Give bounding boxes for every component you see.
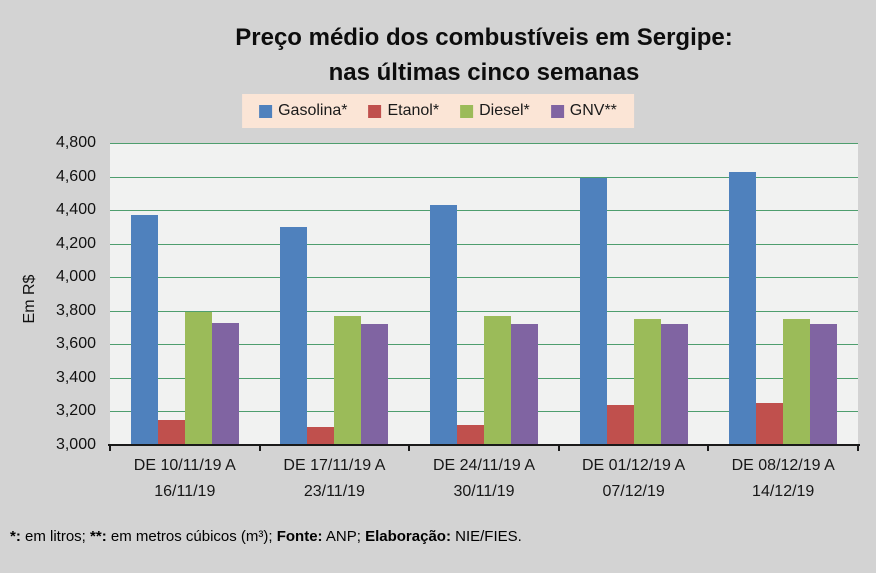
- x-axis-line: [108, 444, 860, 446]
- x-category-label: DE 17/11/19 A 23/11/19: [260, 453, 410, 505]
- x-category-label-line: DE 01/12/19 A: [582, 457, 686, 474]
- source-note-segment: ANP;: [322, 528, 366, 545]
- legend-swatch-icon: [368, 104, 382, 118]
- y-tick-label: 3,800: [55, 301, 96, 319]
- bar-diesel-week2: [334, 315, 362, 445]
- y-tick-label: 4,600: [55, 167, 96, 185]
- legend-label: Diesel*: [479, 102, 530, 119]
- legend-label: GNV**: [569, 102, 617, 119]
- gridline: [110, 210, 858, 212]
- x-category-label-line: 07/12/19: [602, 483, 665, 500]
- x-category-label-line: 23/11/19: [303, 483, 365, 500]
- legend-swatch-icon: [460, 104, 474, 118]
- legend-item-gnv: GNV**: [550, 102, 617, 120]
- y-tick-label: 3,400: [55, 368, 96, 386]
- gridline: [110, 176, 858, 178]
- source-note: *: em litros; **: em metros cúbicos (m³)…: [10, 528, 522, 545]
- chart-title: Preço médio dos combustíveis em Sergipe:…: [110, 20, 858, 90]
- x-category-label-line: DE 10/11/19 A: [133, 457, 236, 474]
- bar-diesel-week4: [633, 319, 661, 445]
- gridline: [110, 243, 858, 245]
- chart-title-line1: Preço médio dos combustíveis em Sergipe:: [235, 24, 733, 51]
- source-note-segment: em metros cúbicos (m³);: [106, 528, 277, 545]
- chart-title-line2: nas últimas cinco semanas: [328, 59, 640, 86]
- x-category-label-line: 14/12/19: [752, 483, 815, 500]
- source-note-segment: Elaboração:: [365, 528, 451, 545]
- y-tick-label: 4,800: [55, 134, 96, 151]
- y-tick-label: 4,000: [55, 268, 96, 286]
- bar-diesel-week3: [484, 315, 511, 445]
- bar-etanol-week3: [457, 424, 484, 445]
- y-tick-label: 3,000: [55, 436, 96, 453]
- bar-gasolina-week2: [280, 226, 308, 445]
- bar-gasolina-week5: [729, 171, 757, 445]
- bar-diesel-week1: [184, 312, 212, 445]
- source-note-segment: *:: [10, 528, 21, 545]
- x-category-label-line: DE 17/11/19 A: [283, 457, 386, 474]
- source-note-segment: NIE/FIES.: [450, 528, 522, 545]
- bar-gnv-week5: [810, 324, 838, 445]
- source-note-segment: em litros;: [20, 528, 91, 545]
- x-category-label: DE 24/11/19 A 30/11/19: [409, 453, 559, 505]
- x-category-label-line: DE 24/11/19 A: [432, 457, 535, 474]
- chart-legend: Gasolina* Etanol* Diesel* GNV**: [242, 94, 634, 128]
- legend-item-diesel: Diesel*: [460, 102, 530, 120]
- gridline: [110, 310, 858, 312]
- bar-etanol-week5: [756, 403, 784, 445]
- bar-gnv-week3: [511, 324, 538, 445]
- bar-gnv-week1: [211, 322, 239, 445]
- y-tick-label: 3,200: [55, 402, 96, 420]
- legend-item-etanol: Etanol*: [368, 102, 439, 120]
- x-category-label-line: DE 08/12/19 A: [731, 457, 835, 474]
- bar-etanol-week4: [606, 404, 634, 445]
- x-category-label-line: 30/11/19: [453, 483, 515, 500]
- legend-swatch-icon: [259, 104, 273, 118]
- bar-etanol-week2: [307, 426, 335, 445]
- plot-area: [110, 143, 858, 445]
- source-note-segment: Fonte:: [276, 528, 323, 545]
- bar-gasolina-week4: [579, 178, 607, 445]
- x-category-label: DE 10/11/19 A 16/11/19: [110, 453, 260, 505]
- y-tick-label: 3,600: [55, 335, 96, 353]
- legend-label: Etanol*: [387, 102, 440, 119]
- gridline: [110, 277, 858, 279]
- bar-diesel-week5: [783, 319, 811, 445]
- legend-swatch-icon: [550, 104, 564, 118]
- bar-gnv-week4: [660, 324, 688, 445]
- x-category-label: DE 08/12/19 A 14/12/19: [708, 453, 858, 505]
- bar-gasolina-week3: [430, 205, 457, 445]
- x-category-label-line: 16/11/19: [154, 483, 216, 500]
- bar-gasolina-week1: [130, 215, 158, 445]
- y-tick-label: 4,400: [55, 201, 96, 219]
- gridline: [110, 143, 858, 144]
- legend-item-gasolina: Gasolina*: [259, 102, 347, 120]
- x-category-label: DE 01/12/19 A 07/12/19: [559, 453, 709, 505]
- bar-gnv-week2: [361, 324, 389, 445]
- y-tick-label: 4,200: [55, 234, 96, 252]
- bar-etanol-week1: [157, 419, 185, 445]
- x-tick-mark: [707, 446, 710, 451]
- x-tick-mark: [258, 446, 261, 451]
- x-tick-mark: [557, 446, 560, 451]
- legend-label: Gasolina*: [278, 102, 348, 119]
- x-tick-mark: [857, 446, 859, 451]
- x-tick-mark: [408, 446, 411, 451]
- x-tick-mark: [109, 446, 111, 451]
- source-note-segment: **:: [90, 528, 107, 545]
